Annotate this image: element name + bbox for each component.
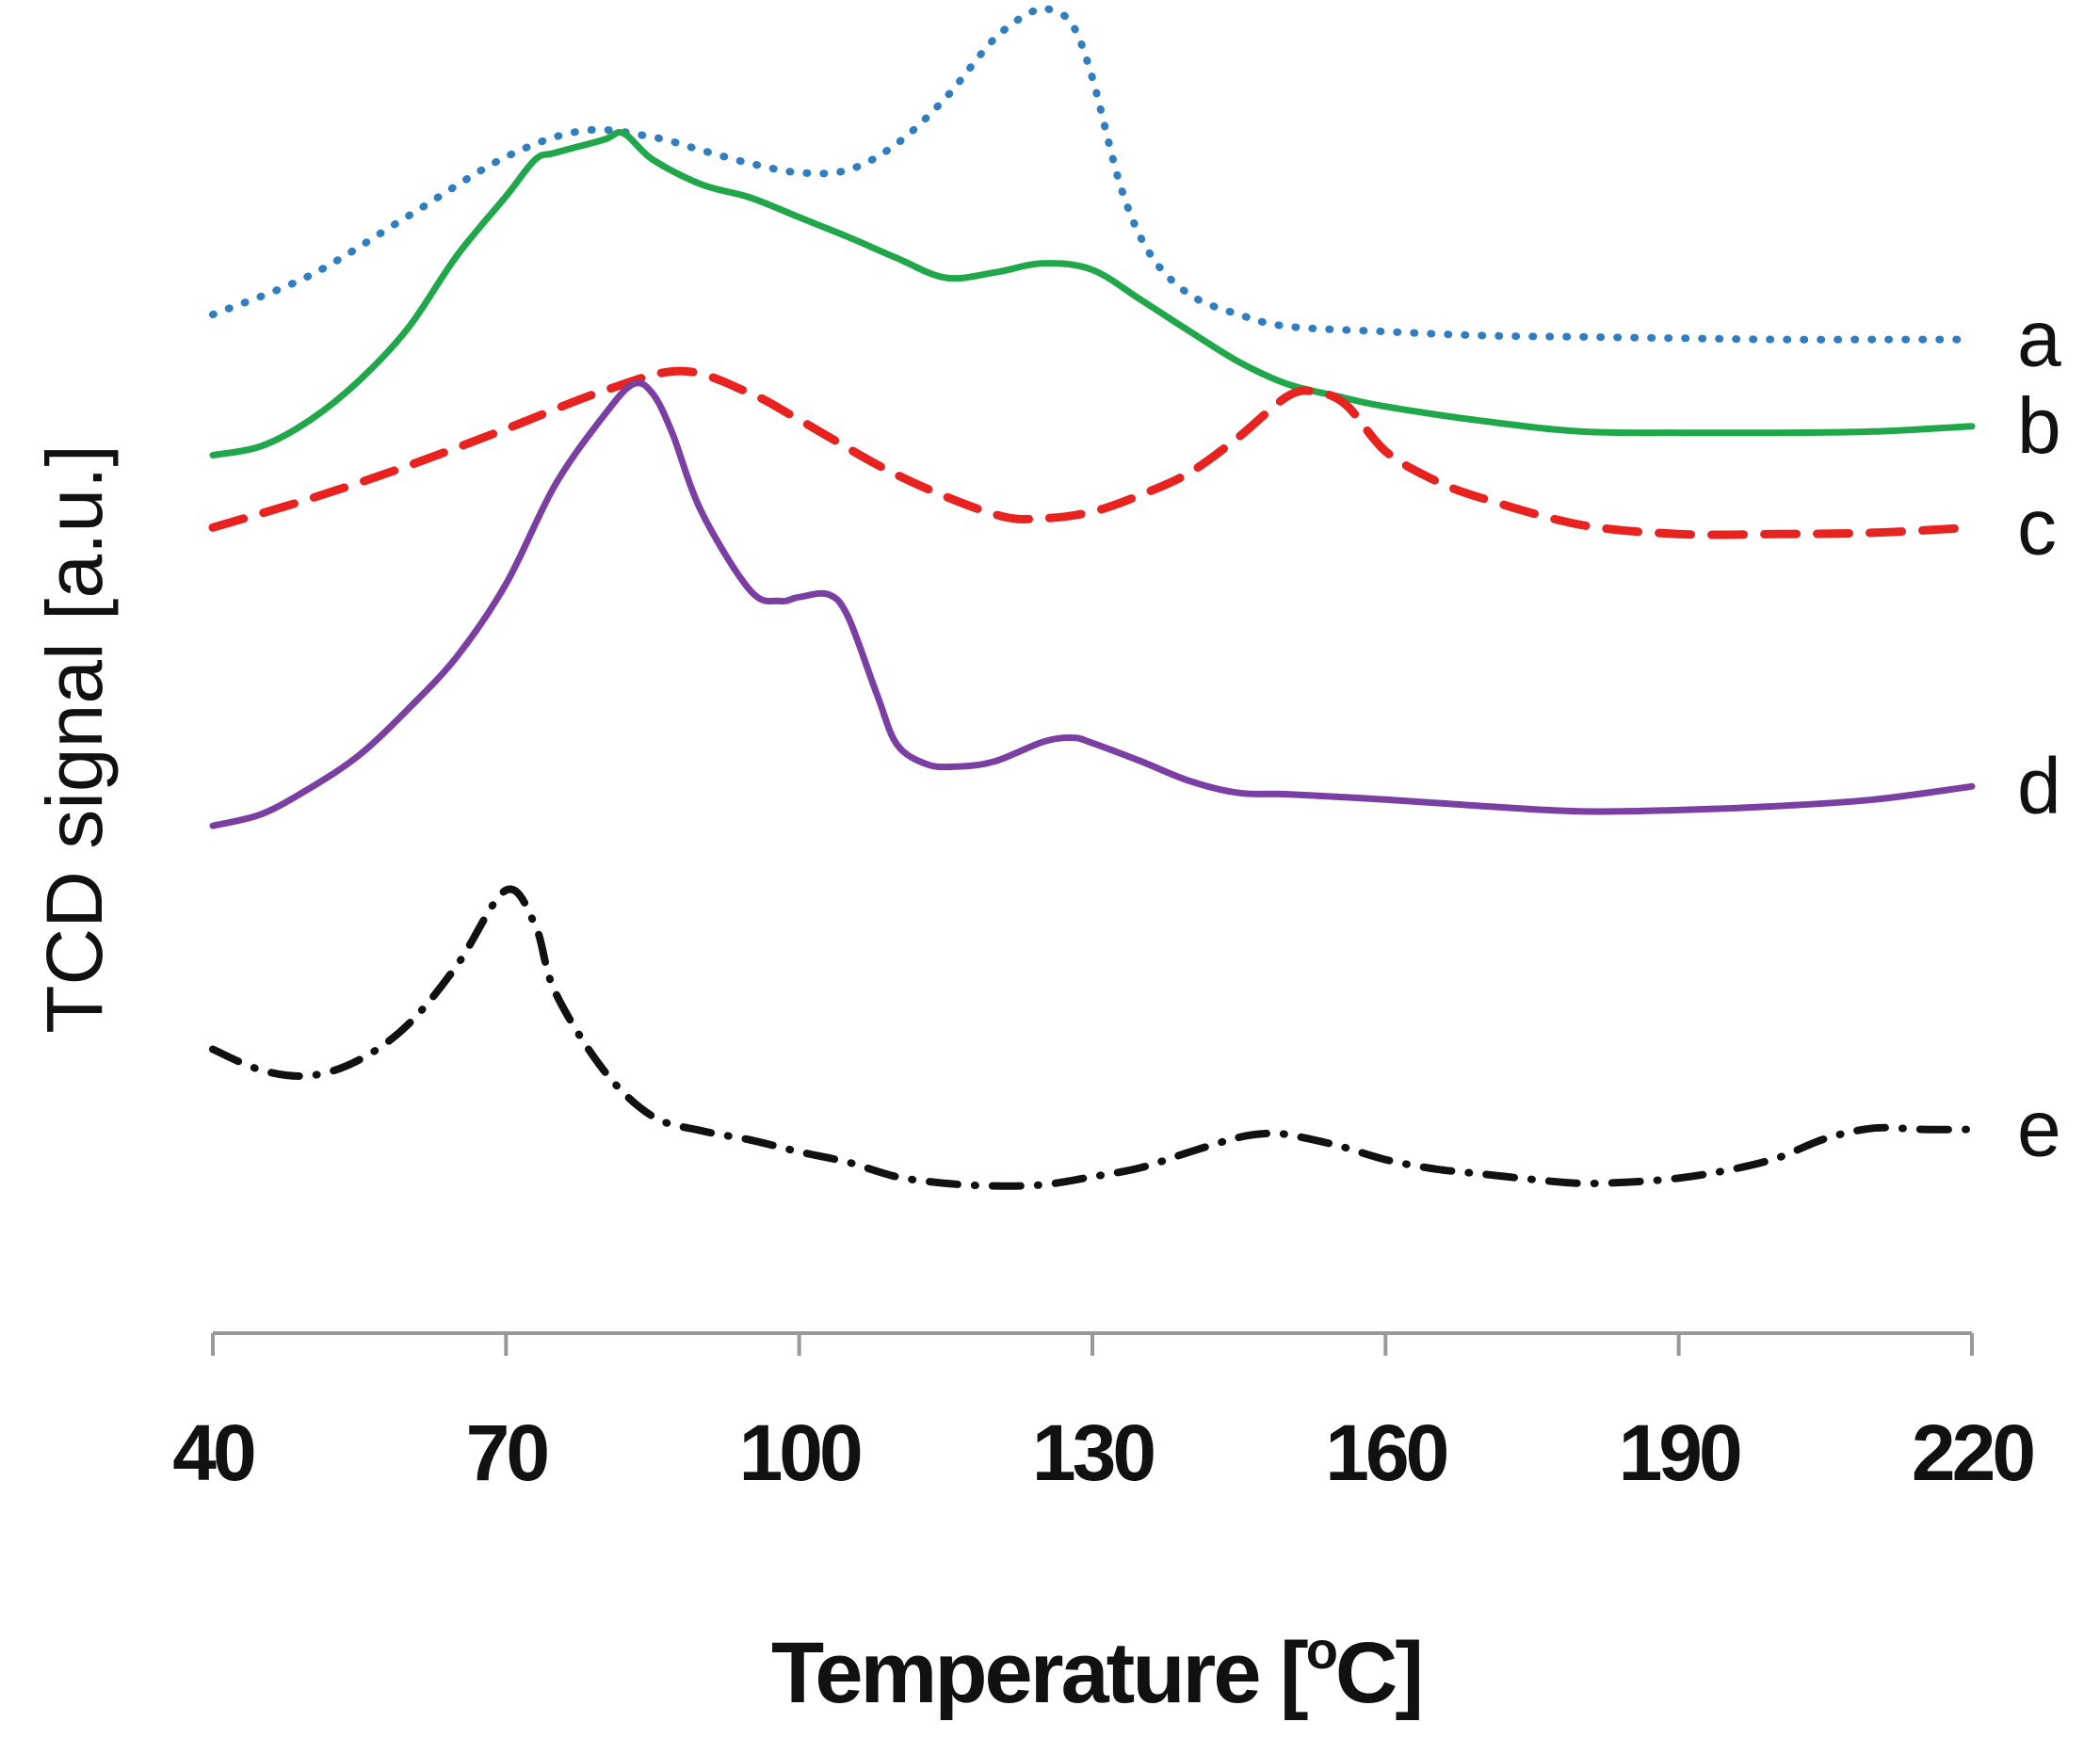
series-label-d: d bbox=[2017, 741, 2061, 829]
y-axis-title: TCD signal [a.u.] bbox=[30, 444, 119, 1034]
series-d-line bbox=[209, 379, 1976, 829]
x-axis-tick-labels: 40 70 100 130 160 190 220 bbox=[172, 1408, 2037, 1497]
x-tick-label-220: 220 bbox=[1912, 1408, 2033, 1497]
x-tick-label-40: 40 bbox=[172, 1408, 254, 1497]
series-c-line bbox=[208, 366, 1977, 539]
series-label-b: b bbox=[2017, 381, 2061, 470]
x-tick-label-190: 190 bbox=[1619, 1408, 1740, 1497]
x-axis-title: Temperature [oC] bbox=[771, 1620, 1421, 1721]
series-label-e: e bbox=[2017, 1085, 2061, 1173]
x-tick-label-130: 130 bbox=[1032, 1408, 1154, 1497]
x-axis-ticks bbox=[211, 1333, 1974, 1356]
series-label-a: a bbox=[2017, 295, 2061, 383]
series-a-line bbox=[209, 4, 1976, 344]
series-labels: abc d e bbox=[2017, 295, 2061, 1173]
series-lines bbox=[208, 4, 1977, 1190]
series-b-line bbox=[209, 129, 1976, 459]
series-e-line bbox=[209, 885, 1976, 1190]
x-tick-label-100: 100 bbox=[739, 1408, 861, 1497]
x-tick-label-70: 70 bbox=[466, 1408, 548, 1497]
series-label-c: c bbox=[2017, 482, 2057, 571]
x-tick-label-160: 160 bbox=[1325, 1408, 1446, 1497]
